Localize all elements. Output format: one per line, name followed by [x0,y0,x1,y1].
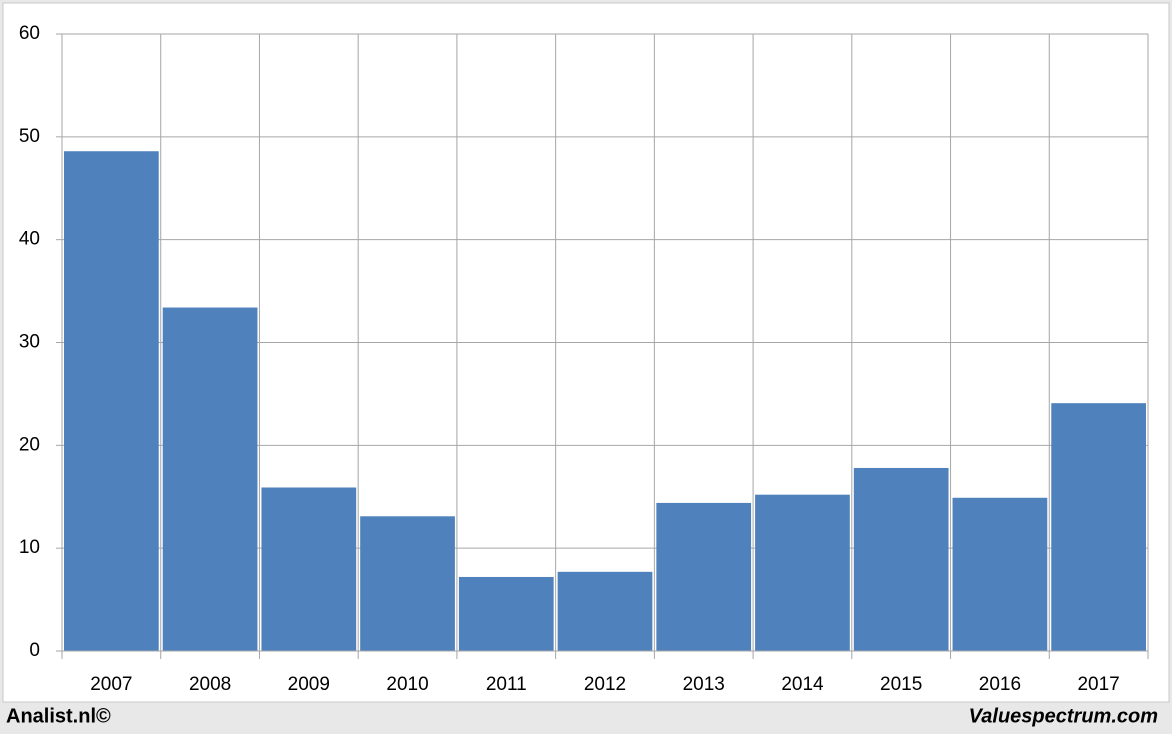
y-tick-label: 40 [19,229,40,250]
x-tick-label: 2007 [90,674,132,695]
bar [755,494,850,651]
bar [162,307,258,651]
y-tick-label: 20 [19,434,40,455]
footer-right: Valuespectrum.com [969,705,1158,727]
y-tick-label: 60 [19,23,40,44]
x-tick-label: 2013 [683,674,725,695]
bar [853,467,949,651]
bar [261,487,357,651]
x-tick-label: 2014 [781,674,824,695]
x-tick-label: 2017 [1077,674,1119,695]
footer-left: Analist.nl© [6,705,111,727]
y-tick-label: 10 [19,537,40,558]
y-tick-label: 50 [19,126,40,147]
y-tick-label: 0 [29,640,40,661]
bar [64,151,159,652]
bar [458,576,554,651]
bar [1051,403,1146,651]
bar [656,502,752,651]
bar [557,571,653,651]
y-tick-label: 30 [19,332,40,353]
x-tick-label: 2015 [880,674,922,695]
x-tick-label: 2010 [386,674,428,695]
x-tick-label: 2016 [979,674,1021,695]
x-tick-label: 2012 [584,674,626,695]
bar [360,516,455,651]
x-tick-label: 2008 [189,674,231,695]
x-tick-label: 2011 [486,674,527,695]
x-tick-label: 2009 [288,674,330,695]
bar [952,497,1048,651]
